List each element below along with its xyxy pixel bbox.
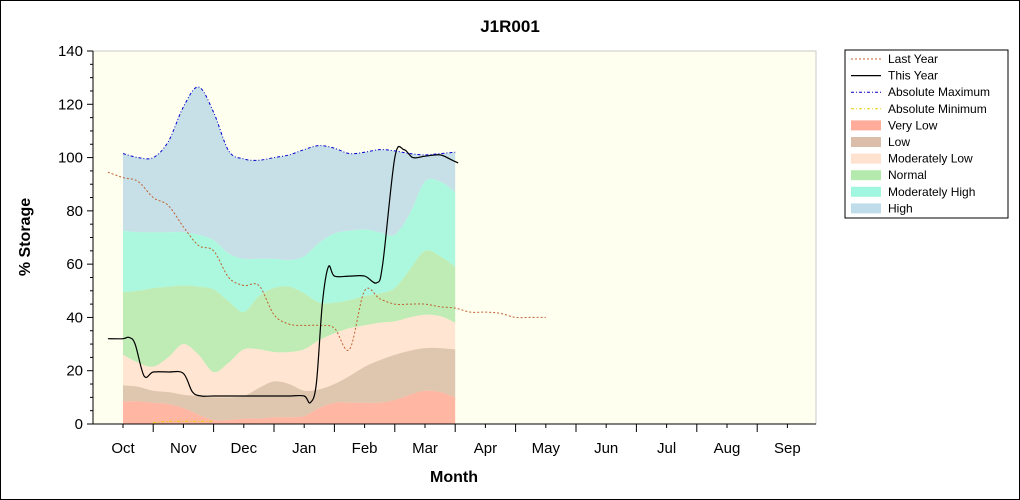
band-normal bbox=[123, 250, 456, 373]
legend-label: Last Year bbox=[888, 52, 938, 66]
y-tick-label: 120 bbox=[58, 96, 83, 113]
y-tick-label: 60 bbox=[66, 256, 83, 273]
legend-label: Moderately High bbox=[888, 185, 975, 199]
axes-layer: 0 20 40 60 80 100 120 140 Oct Nov Dec Jan Feb Mar Apr M… bbox=[58, 43, 816, 457]
y-tick-label: 80 bbox=[66, 203, 83, 220]
band-low bbox=[123, 347, 456, 421]
band-moderately-low bbox=[123, 314, 456, 398]
legend-swatch-moderately-high bbox=[851, 186, 881, 197]
legend-label: High bbox=[888, 201, 913, 215]
legend-swatch-very-low bbox=[851, 120, 881, 131]
legend-swatch-normal bbox=[851, 170, 881, 181]
x-tick-label: May bbox=[532, 440, 561, 457]
legend-swatch-high bbox=[851, 203, 881, 214]
bands-layer bbox=[123, 86, 456, 424]
x-tick-label: Dec bbox=[230, 440, 257, 457]
series-absolute-minimum bbox=[153, 420, 214, 424]
legend-label: Absolute Maximum bbox=[888, 85, 990, 99]
x-tick-label: Nov bbox=[170, 440, 197, 457]
legend: Last Year This Year Absolute Maximum Absolu… bbox=[844, 49, 1009, 219]
legend-label: Low bbox=[888, 135, 910, 149]
y-axis-label: % Storage bbox=[17, 198, 34, 276]
legend-label: Absolute Minimum bbox=[888, 102, 987, 116]
x-tick-label: Feb bbox=[352, 440, 378, 457]
x-tick-label: Jun bbox=[594, 440, 618, 457]
series-absolute-maximum bbox=[122, 86, 456, 161]
y-tick-label: 140 bbox=[58, 43, 83, 60]
y-tick-label: 40 bbox=[66, 309, 83, 326]
lines-layer bbox=[107, 86, 546, 424]
legend-label: Moderately Low bbox=[888, 152, 973, 166]
x-tick-label: Apr bbox=[474, 440, 497, 457]
x-tick-label: Oct bbox=[111, 440, 135, 457]
x-axis-label: Month bbox=[430, 469, 478, 486]
chart-title: J1R001 bbox=[480, 17, 540, 36]
y-tick-label: 20 bbox=[66, 363, 83, 380]
legend-label: This Year bbox=[888, 69, 938, 83]
band-high bbox=[123, 86, 456, 261]
x-tick-label: Sep bbox=[774, 440, 801, 457]
band-very-low bbox=[123, 390, 456, 424]
series-last-year bbox=[107, 171, 546, 351]
legend-label: Very Low bbox=[888, 118, 938, 132]
series-this-year bbox=[107, 145, 459, 404]
x-tick-label: Mar bbox=[412, 440, 438, 457]
y-tick-label: 100 bbox=[58, 150, 83, 167]
x-tick-label: Aug bbox=[714, 440, 741, 457]
legend-swatch-moderately-low bbox=[851, 153, 881, 164]
band-moderately-high bbox=[123, 178, 456, 313]
x-tick-label: Jul bbox=[657, 440, 676, 457]
y-tick-label: 0 bbox=[75, 416, 83, 433]
legend-label: Normal bbox=[888, 168, 927, 182]
legend-swatch-low bbox=[851, 137, 881, 147]
x-tick-label: Jan bbox=[292, 440, 316, 457]
